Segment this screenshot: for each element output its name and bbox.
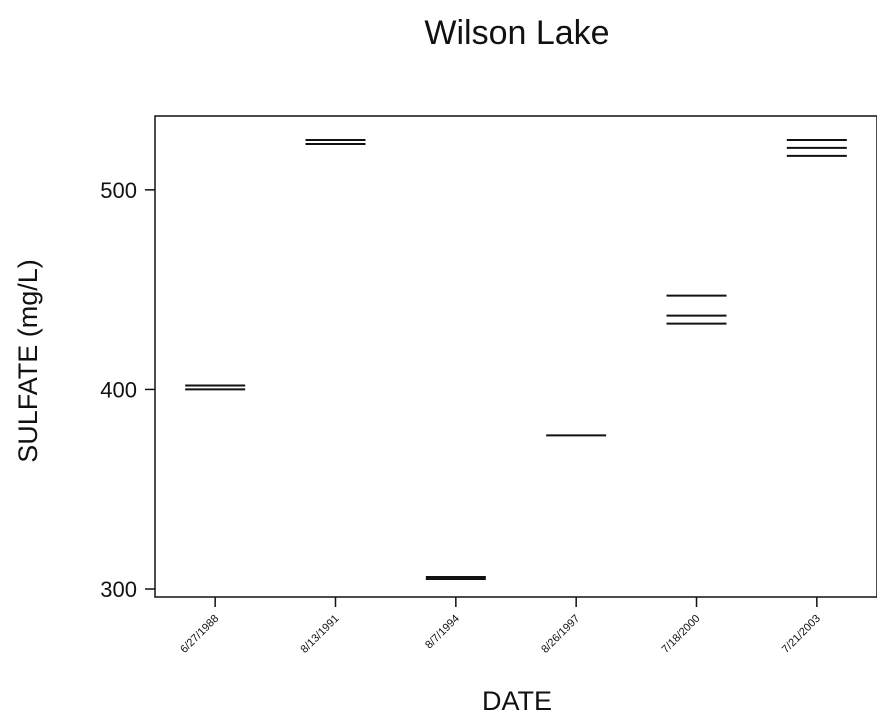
x-tick-label: 7/18/2000 bbox=[660, 613, 703, 656]
y-tick-label: 300 bbox=[100, 577, 137, 602]
y-tick-label: 500 bbox=[100, 178, 137, 203]
y-tick-label: 400 bbox=[100, 377, 137, 402]
x-tick-label: 8/13/1991 bbox=[299, 613, 342, 656]
x-axis-label: DATE bbox=[482, 686, 552, 716]
chart-title: Wilson Lake bbox=[424, 14, 609, 52]
x-tick-label: 6/27/1988 bbox=[178, 613, 221, 656]
plot-frame bbox=[154, 115, 877, 598]
x-axis: 6/27/1988 8/13/1991 8/7/1994 8/26/1997 7/18/… bbox=[178, 597, 823, 656]
x-tick-label: 8/26/1997 bbox=[539, 613, 582, 656]
y-axis: 300 400 500 bbox=[100, 178, 155, 602]
x-tick-label: 8/7/1994 bbox=[423, 613, 462, 652]
y-axis-label: SULFATE (mg/L) bbox=[13, 259, 43, 463]
data-marks bbox=[185, 138, 847, 581]
x-tick-label: 7/21/2003 bbox=[780, 613, 823, 656]
